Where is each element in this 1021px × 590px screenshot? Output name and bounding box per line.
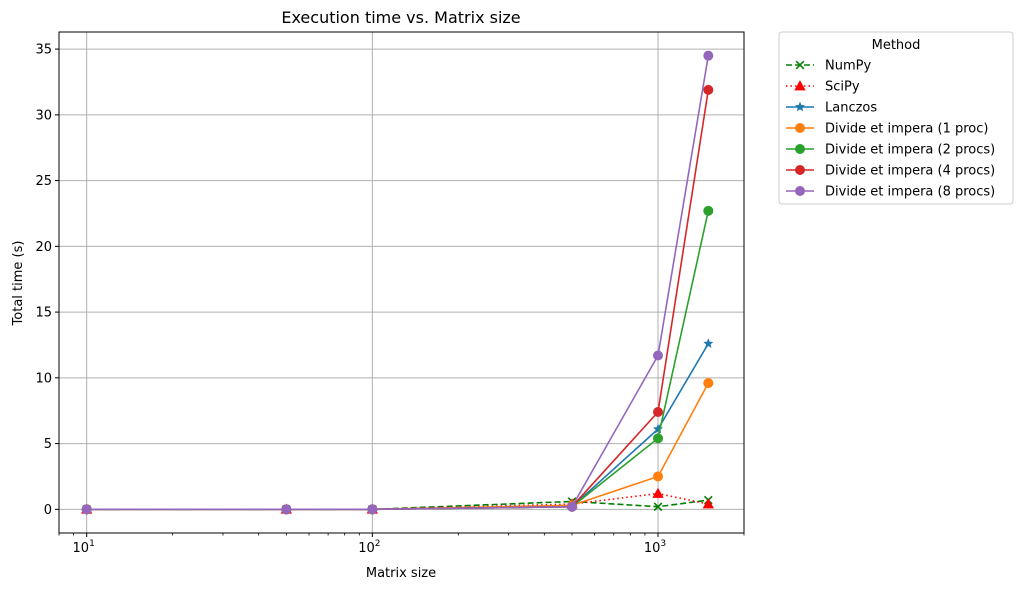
legend-marker-lanczos (794, 101, 806, 112)
x-tick-label: 103 (644, 539, 666, 556)
legend-title: Method (872, 38, 921, 53)
legend-marker-divide-et-impera-8-procs (795, 186, 805, 196)
data-point-lanczos (652, 423, 664, 434)
axis-ticks: 0 5 10 15 20 25 30 35 101 102 103 (35, 43, 666, 556)
data-point-divide-et-impera-8-procs (81, 504, 92, 515)
data-point-divide-et-impera-8-procs (367, 504, 378, 515)
legend-entry-scipy: SciPy (786, 80, 860, 95)
y-tick-label: 10 (35, 371, 52, 386)
y-tick-label: 30 (35, 108, 52, 123)
legend-entry-lanczos: Lanczos (786, 101, 877, 116)
y-axis-label: Total time (s) (11, 241, 26, 327)
y-tick-label: 5 (44, 437, 52, 452)
series-divide-et-impera-8-procs (81, 50, 714, 515)
data-point-divide-et-impera-4-procs (703, 84, 714, 95)
legend-marker-divide-et-impera-2-procs (795, 144, 805, 154)
legend-label-lanczos: Lanczos (825, 101, 877, 116)
data-point-scipy (652, 487, 664, 498)
x-axis-label: Matrix size (366, 566, 436, 581)
x-tick-label: 102 (358, 539, 380, 556)
y-tick-label: 25 (35, 174, 52, 189)
data-point-divide-et-impera-2-procs (703, 205, 714, 216)
data-point-divide-et-impera-2-procs (653, 433, 664, 444)
x-tick-label: 101 (73, 539, 95, 556)
legend-box (778, 31, 1014, 205)
legend-label-scipy: SciPy (825, 80, 860, 95)
series-divide-et-impera-1-proc (81, 378, 714, 515)
legend: Method NumPy SciPy Lanczos Divide et impera… (778, 31, 1014, 205)
data-point-divide-et-impera-8-procs (703, 50, 714, 61)
series-line-scipy (86, 492, 709, 511)
legend-entry-divide-et-impera-2-procs: Divide et impera (2 procs) (786, 143, 995, 158)
series-line-divide-et-impera-4-procs (86, 89, 710, 511)
legend-entry-numpy: NumPy (786, 59, 871, 74)
series-line-lanczos (86, 343, 709, 511)
legend-entries: NumPy SciPy Lanczos Divide et impera (1 pro… (786, 59, 995, 200)
data-point-divide-et-impera-8-procs (567, 501, 578, 512)
data-point-divide-et-impera-8-procs (653, 350, 664, 361)
data-point-divide-et-impera-8-procs (281, 504, 292, 515)
legend-label-numpy: NumPy (825, 59, 871, 74)
data-point-scipy (702, 498, 714, 509)
legend-marker-scipy (794, 80, 806, 91)
series-layer (81, 50, 714, 515)
legend-label-divide-et-impera-1-proc: Divide et impera (1 proc) (825, 122, 988, 137)
y-tick-label: 35 (35, 43, 52, 58)
legend-label-divide-et-impera-4-procs: Divide et impera (4 procs) (825, 164, 995, 179)
grid-lines (59, 32, 744, 533)
data-point-lanczos (703, 338, 714, 349)
y-tick-label: 0 (44, 503, 52, 518)
legend-entry-divide-et-impera-8-procs: Divide et impera (8 procs) (786, 185, 995, 200)
legend-entry-divide-et-impera-4-procs: Divide et impera (4 procs) (786, 164, 995, 179)
legend-entry-divide-et-impera-1-proc: Divide et impera (1 proc) (786, 122, 988, 137)
chart-title: Execution time vs. Matrix size (281, 8, 520, 27)
series-line-divide-et-impera-2-procs (86, 210, 710, 511)
series-line-divide-et-impera-1-proc (86, 382, 710, 511)
series-line-divide-et-impera-8-procs (86, 55, 710, 511)
y-tick-label: 20 (35, 240, 52, 255)
plot-area-frame (58, 31, 745, 534)
legend-marker-divide-et-impera-4-procs (795, 165, 805, 175)
y-tick-label: 15 (35, 306, 52, 321)
legend-label-divide-et-impera-2-procs: Divide et impera (2 procs) (825, 143, 995, 158)
legend-label-divide-et-impera-8-procs: Divide et impera (8 procs) (825, 185, 995, 200)
legend-marker-divide-et-impera-1-proc (795, 123, 805, 133)
data-point-divide-et-impera-1-proc (703, 378, 714, 389)
series-divide-et-impera-2-procs (81, 205, 714, 515)
data-point-divide-et-impera-4-procs (653, 407, 664, 418)
data-point-divide-et-impera-1-proc (653, 471, 664, 482)
data-point-numpy (653, 502, 663, 512)
legend-marker-numpy (795, 60, 805, 70)
series-divide-et-impera-4-procs (81, 84, 714, 515)
